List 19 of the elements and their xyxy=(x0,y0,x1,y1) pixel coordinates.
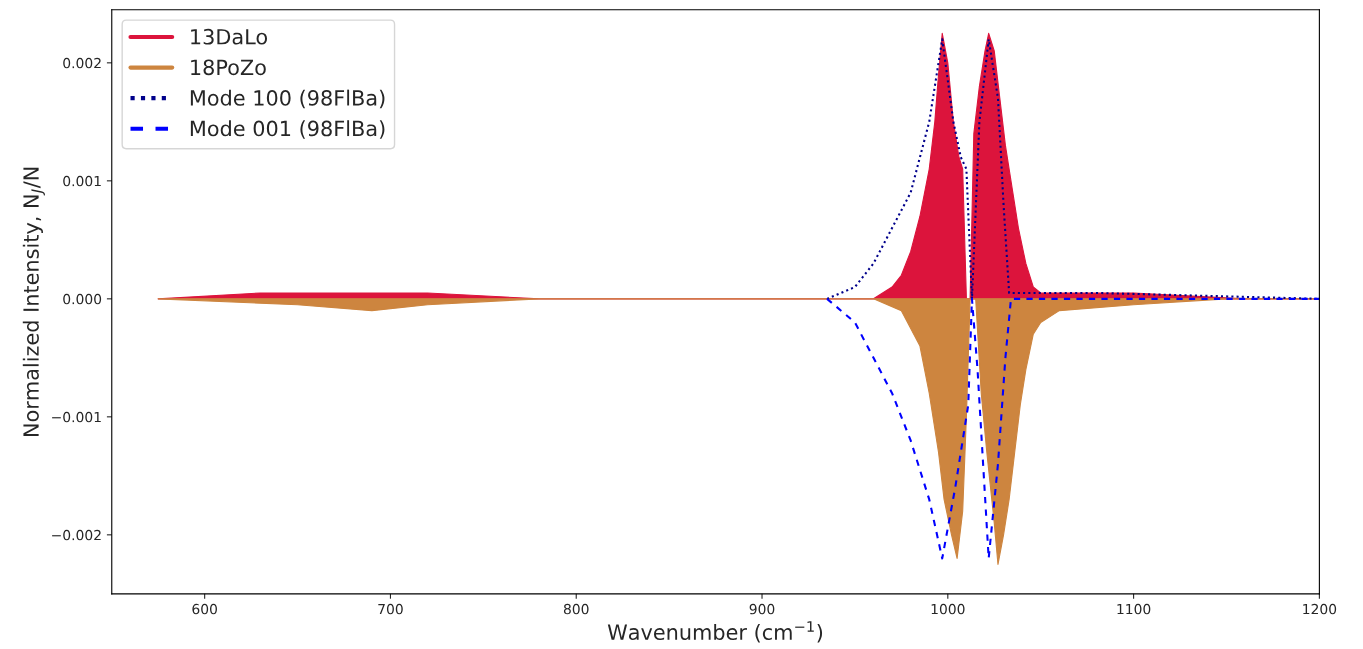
y-tick-label: 0.001 xyxy=(63,175,101,187)
line-series xyxy=(826,297,1320,560)
x-axis-title: Wavenumber (cm$^{−1}$) xyxy=(607,621,823,643)
x-tick-label: 1100 xyxy=(1117,603,1151,615)
y-tick-label: 0.000 xyxy=(63,293,102,305)
legend-label: Mode 001 (98FlBa) xyxy=(190,120,385,139)
legend-label: Mode 100 (98FlBa) xyxy=(190,89,385,109)
x-tick-label: 900 xyxy=(749,603,775,615)
x-tick-label: 600 xyxy=(192,603,217,615)
x-tick-label: 1000 xyxy=(931,603,965,615)
legend-label: 18PoZo xyxy=(191,59,266,76)
x-tick-label: 700 xyxy=(378,603,403,615)
x-tick-label: 800 xyxy=(563,603,589,615)
y-tick-label: 0.002 xyxy=(63,57,101,69)
x-tick-label: 1200 xyxy=(1303,603,1337,615)
y-axis-title: Normalized Intensity, N$_{J}$/N xyxy=(22,167,45,436)
legend-label: 13DaLo xyxy=(191,28,268,45)
y-tick-label: −0.001 xyxy=(52,411,101,423)
y-tick-label: −0.002 xyxy=(52,529,101,541)
